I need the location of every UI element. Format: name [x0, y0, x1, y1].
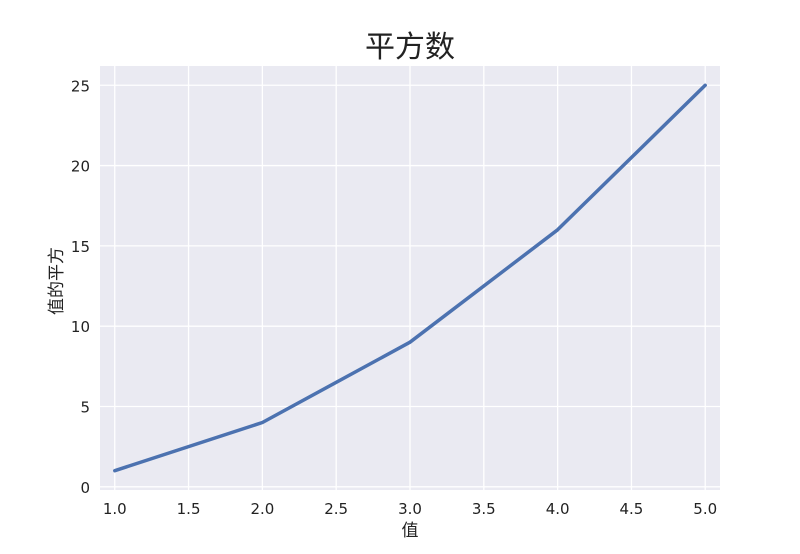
x-axis-label: 值: [402, 521, 419, 541]
y-tick-label: 25: [71, 77, 90, 95]
y-tick-label: 5: [80, 398, 90, 416]
y-axis-label: 值的平方: [47, 247, 67, 315]
x-tick-label: 1.0: [103, 500, 127, 518]
x-tick-label: 1.5: [177, 500, 201, 518]
x-tick-label: 5.0: [693, 500, 717, 518]
y-tick-label: 20: [71, 158, 90, 176]
x-tick-label: 4.5: [619, 500, 643, 518]
y-tick-label: 0: [80, 479, 90, 497]
y-tick-label: 10: [71, 318, 90, 336]
x-tick-label: 4.0: [546, 500, 570, 518]
x-tick-label: 2.0: [250, 500, 274, 518]
x-tick-label: 3.5: [472, 500, 496, 518]
chart-title: 平方数: [365, 30, 455, 65]
x-tick-label: 3.0: [398, 500, 422, 518]
y-tick-label: 15: [71, 238, 90, 256]
x-tick-label: 2.5: [324, 500, 348, 518]
